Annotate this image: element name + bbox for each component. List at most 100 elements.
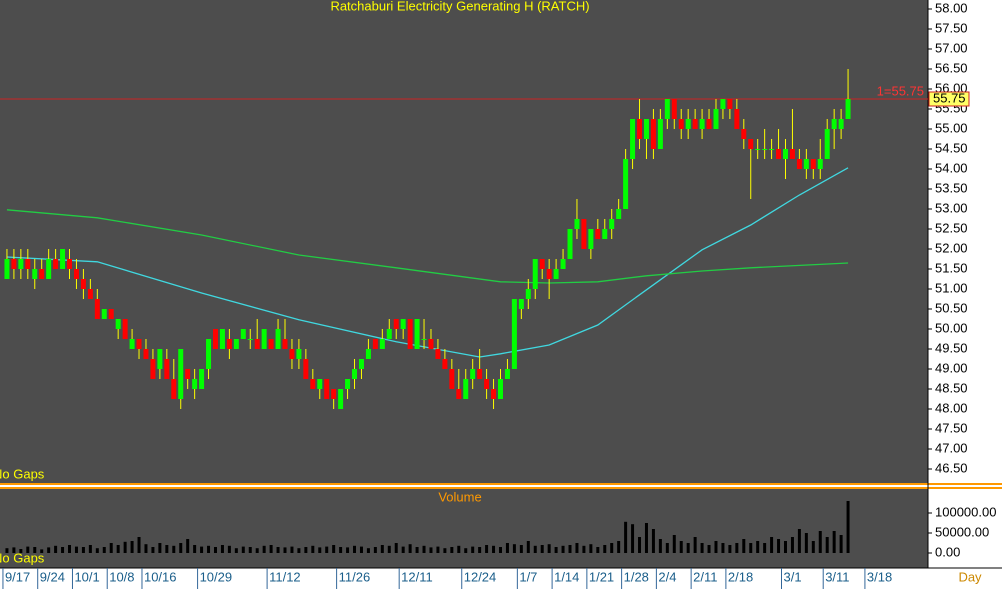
candle-body	[101, 309, 107, 319]
volume-bar	[589, 544, 593, 553]
volume-bar	[165, 545, 169, 553]
candle-body	[379, 339, 385, 349]
volume-bar	[33, 547, 37, 553]
candle-body	[699, 119, 705, 129]
x-tick-label: 1/14	[554, 569, 579, 584]
volume-bar	[186, 539, 190, 553]
x-tick-label: 2/11	[693, 569, 717, 584]
volume-bar	[658, 539, 662, 553]
candle-body	[470, 369, 476, 379]
candle-body	[685, 119, 691, 129]
no-gaps-note: No Gaps	[0, 466, 45, 481]
volume-bar	[568, 545, 572, 553]
candle-body	[567, 229, 573, 259]
price-panel	[0, 0, 928, 483]
volume-bar	[220, 545, 224, 553]
volume-bar	[144, 544, 148, 553]
candle-body	[310, 379, 316, 389]
candle-body	[122, 319, 128, 339]
y-tick-label: 48.00	[935, 400, 968, 415]
x-tick-label: 11/26	[339, 569, 371, 584]
y-tick-label: 53.00	[935, 200, 968, 215]
candle-body	[762, 149, 768, 150]
volume-bar	[172, 545, 176, 553]
volume-bar	[756, 541, 760, 553]
candle-body	[643, 119, 649, 139]
volume-bar	[179, 543, 183, 553]
candle-body	[664, 99, 670, 119]
candle-body	[233, 339, 239, 349]
volume-bar	[290, 546, 294, 553]
y-tick-label: 50000.00	[935, 524, 989, 539]
candle-body	[769, 149, 775, 150]
candle-body	[185, 369, 191, 379]
volume-bar	[81, 547, 85, 553]
volume-bar	[5, 548, 9, 553]
y-tick-label: 48.50	[935, 380, 968, 395]
volume-bar	[575, 543, 579, 553]
candle-body	[136, 339, 142, 349]
candle-body	[73, 269, 79, 279]
volume-bar	[387, 545, 391, 553]
x-tick-label: 2/4	[658, 569, 676, 584]
volume-bar	[790, 537, 794, 553]
volume-bar	[631, 524, 635, 553]
candle-body	[755, 149, 761, 150]
volume-bar	[151, 547, 155, 553]
volume-bar	[346, 547, 350, 553]
volume-bar	[672, 535, 676, 553]
x-tick-label: 10/1	[74, 569, 99, 584]
volume-bar	[339, 547, 343, 553]
volume-bar	[415, 547, 419, 553]
x-tick-label: 3/11	[825, 569, 849, 584]
y-tick-label: 54.00	[935, 160, 968, 175]
volume-bar	[429, 547, 433, 553]
x-tick-label: 1/21	[589, 569, 614, 584]
candle-body	[484, 379, 490, 389]
volume-bar	[707, 545, 711, 553]
volume-bar	[450, 547, 454, 553]
x-axis-label: Day	[958, 569, 982, 584]
candle-body	[115, 319, 121, 329]
y-tick-label: 54.50	[935, 140, 968, 155]
volume-bar	[554, 547, 558, 553]
candle-body	[268, 339, 274, 349]
x-tick-label: 11/12	[269, 569, 301, 584]
volume-bar	[373, 547, 377, 553]
volume-bar	[526, 541, 530, 553]
candle-body	[46, 259, 52, 279]
volume-bar	[721, 543, 725, 553]
volume-bar	[401, 546, 405, 553]
candle-body	[157, 349, 163, 369]
volume-bar	[533, 545, 537, 553]
candle-body	[192, 379, 198, 389]
candle-body	[254, 339, 260, 349]
candle-body	[602, 229, 608, 239]
candle-body	[372, 339, 378, 349]
volume-bar	[700, 543, 704, 553]
volume-bar	[498, 547, 502, 553]
volume-bar	[749, 543, 753, 553]
candle-body	[212, 329, 218, 349]
candle-body	[226, 339, 232, 349]
volume-bar	[811, 541, 815, 553]
candle-body	[539, 259, 545, 269]
volume-bar	[318, 547, 322, 553]
x-tick-label: 3/1	[783, 569, 801, 584]
volume-bar	[241, 546, 245, 553]
candle-body	[748, 139, 754, 149]
candle-body	[588, 229, 594, 249]
volume-bar	[207, 545, 211, 553]
price-tag	[928, 91, 970, 107]
volume-bar	[457, 545, 461, 553]
volume-bar	[47, 547, 51, 553]
candle-body	[400, 319, 406, 329]
candle-body	[94, 299, 100, 319]
volume-bar	[519, 545, 523, 553]
candle-body	[776, 149, 782, 159]
volume-bar	[366, 548, 370, 553]
candle-body	[497, 379, 503, 399]
volume-bar	[61, 547, 65, 553]
candle-body	[18, 259, 24, 269]
